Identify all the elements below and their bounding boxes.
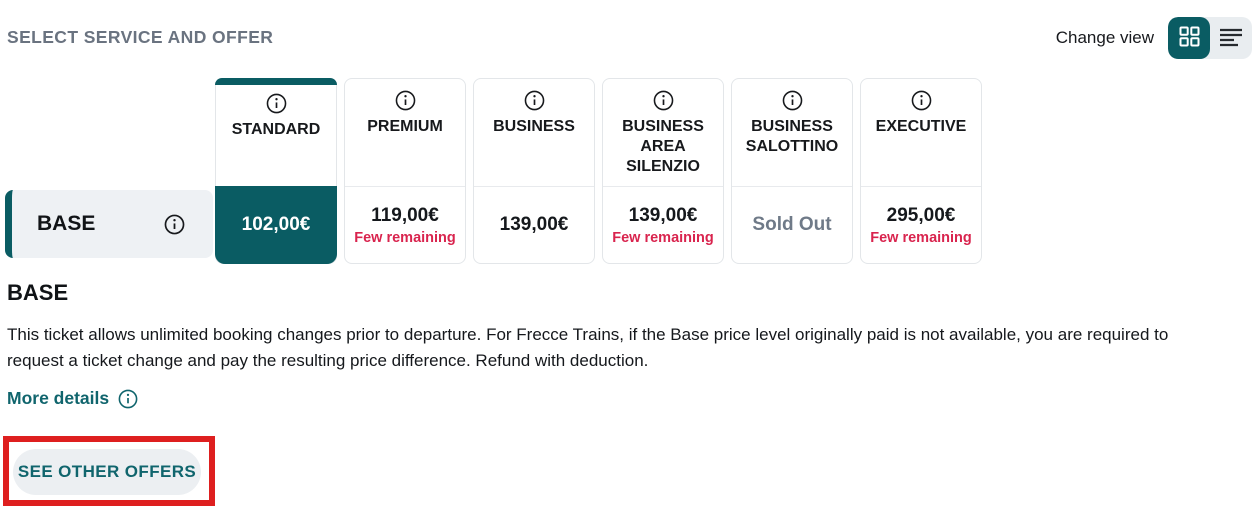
price-cell[interactable]: 295,00€ Few remaining	[861, 186, 981, 263]
grid-view-button[interactable]	[1168, 17, 1210, 59]
service-name: BUSINESS AREA SILENZIO	[622, 118, 704, 175]
service-column-executive: EXECUTIVE 295,00€ Few remaining	[860, 78, 982, 264]
view-toggle	[1168, 17, 1252, 59]
service-column-standard: STANDARD 102,00€	[215, 78, 337, 264]
service-name: EXECUTIVE	[875, 118, 967, 135]
info-icon[interactable]	[653, 90, 674, 111]
price-cell[interactable]: 119,00€ Few remaining	[345, 186, 465, 263]
availability-note: Few remaining	[612, 229, 714, 246]
price-cell[interactable]: 139,00€ Few remaining	[603, 186, 723, 263]
service-header[interactable]: BUSINESS AREA SILENZIO	[603, 79, 723, 186]
price-value: 119,00€	[371, 204, 439, 226]
service-name: STANDARD	[231, 121, 321, 138]
service-offer-matrix: STANDARD 102,00€ PREMIUM 119,00€ Few rem…	[215, 78, 982, 264]
service-header[interactable]: EXECUTIVE	[861, 79, 981, 186]
service-column-business-area-silenzio: BUSINESS AREA SILENZIO 139,00€ Few remai…	[602, 78, 724, 264]
more-details-link[interactable]: More details	[7, 388, 138, 409]
info-icon[interactable]	[164, 214, 185, 235]
offer-details-title: BASE	[7, 280, 69, 305]
offer-row-base[interactable]: BASE	[5, 190, 213, 258]
price-value: 295,00€	[886, 204, 956, 226]
service-name: PREMIUM	[367, 118, 443, 135]
info-icon[interactable]	[782, 90, 803, 111]
grid-view-icon	[1179, 26, 1200, 50]
availability-note: Few remaining	[354, 229, 456, 246]
availability-note: Few remaining	[870, 229, 972, 246]
service-column-business-salottino: BUSINESS SALOTTINO Sold Out	[731, 78, 853, 264]
page-title: SELECT SERVICE AND OFFER	[7, 27, 274, 47]
list-view-icon	[1219, 27, 1243, 50]
offer-row-label: BASE	[37, 212, 96, 235]
price-cell-sold-out: Sold Out	[732, 186, 852, 263]
info-icon[interactable]	[395, 90, 416, 111]
price-value: 139,00€	[628, 204, 698, 226]
price-cell[interactable]: 139,00€	[474, 186, 594, 263]
info-icon[interactable]	[266, 93, 287, 114]
more-details-label: More details	[7, 388, 110, 408]
service-header[interactable]: PREMIUM	[345, 79, 465, 186]
service-header[interactable]: BUSINESS	[474, 79, 594, 186]
service-name: BUSINESS SALOTTINO	[745, 118, 839, 155]
info-icon[interactable]	[911, 90, 932, 111]
price-value: 102,00€	[241, 214, 311, 235]
price-cell-selected[interactable]: 102,00€	[215, 186, 337, 264]
see-other-offers-button[interactable]: SEE OTHER OFFERS	[13, 449, 201, 495]
service-header[interactable]: STANDARD	[216, 79, 336, 186]
view-switcher: Change view	[1056, 17, 1252, 59]
list-view-button[interactable]	[1210, 17, 1252, 59]
service-column-premium: PREMIUM 119,00€ Few remaining	[344, 78, 466, 264]
info-icon	[118, 389, 138, 409]
change-view-label: Change view	[1055, 28, 1154, 47]
service-name: BUSINESS	[493, 118, 575, 135]
info-icon[interactable]	[524, 90, 545, 111]
price-value: 139,00€	[499, 214, 569, 235]
offer-description: This ticket allows unlimited booking cha…	[7, 325, 1169, 370]
service-header[interactable]: BUSINESS SALOTTINO	[732, 79, 852, 186]
selected-indicator-bar	[215, 78, 337, 85]
service-column-business: BUSINESS 139,00€	[473, 78, 595, 264]
sold-out-label: Sold Out	[752, 214, 832, 235]
